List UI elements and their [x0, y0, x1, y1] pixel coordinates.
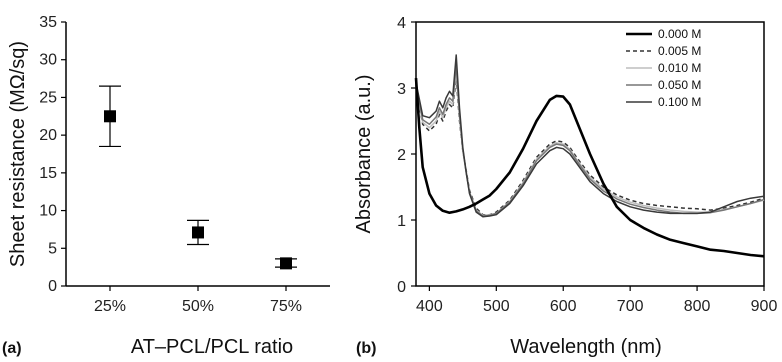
data-point	[280, 257, 292, 270]
series-line	[415, 70, 765, 217]
x-axis-title: AT–PCL/PCL ratio	[131, 336, 293, 358]
legend-label: 0.010 M	[658, 61, 701, 75]
x-tick-label: 75%	[270, 298, 302, 315]
y-tick-label: 0	[397, 279, 406, 296]
legend-label: 0.000 M	[658, 27, 701, 41]
legend-label: 0.005 M	[658, 44, 701, 58]
y-tick-label: 10	[39, 203, 57, 220]
legend-label: 0.050 M	[658, 78, 701, 92]
x-tick-label: 50%	[182, 298, 214, 315]
series-line	[415, 77, 765, 216]
x-tick-label: 500	[483, 298, 510, 315]
y-axis-title: Sheet resistance (MΩ/sq)	[7, 41, 29, 267]
x-tick-label: 800	[684, 298, 711, 315]
y-tick-label: 25	[39, 89, 57, 106]
y-axis-title: Absorbance (a.u.)	[353, 75, 375, 234]
y-tick-label: 2	[397, 147, 406, 164]
panel-a: 0 5 10 15 20 25 30 35 25% 50% 75% Sheet resistance …	[2, 14, 330, 358]
x-tick-label: 900	[751, 298, 778, 315]
y-tick-label: 20	[39, 127, 57, 144]
y-tick-label: 1	[397, 213, 406, 230]
data-point	[192, 226, 204, 239]
x-tick-label: 700	[617, 298, 644, 315]
y-tick-label: 5	[48, 240, 57, 257]
series-line	[415, 54, 765, 218]
y-tick-label: 15	[39, 165, 57, 182]
y-tick-label: 4	[397, 15, 406, 32]
panel-b: 0 1 2 3 4 400 500 600 700 800 900 0.000 M 0.005 M 0.0…	[353, 15, 777, 358]
x-tick-label: 25%	[94, 298, 126, 315]
series-line	[414, 78, 765, 258]
y-tick-label: 35	[39, 14, 57, 31]
x-axis-title: Wavelength (nm)	[510, 336, 662, 358]
panel-label: (a)	[2, 340, 22, 357]
y-tick-label: 3	[397, 81, 406, 98]
x-tick-label: 400	[416, 298, 443, 315]
y-tick-label: 0	[48, 278, 57, 295]
series-line	[415, 64, 765, 217]
panel-label: (b)	[356, 340, 376, 357]
data-point	[104, 110, 116, 123]
legend-label: 0.100 M	[658, 95, 701, 109]
x-tick-label: 600	[550, 298, 577, 315]
y-tick-label: 30	[39, 52, 57, 69]
